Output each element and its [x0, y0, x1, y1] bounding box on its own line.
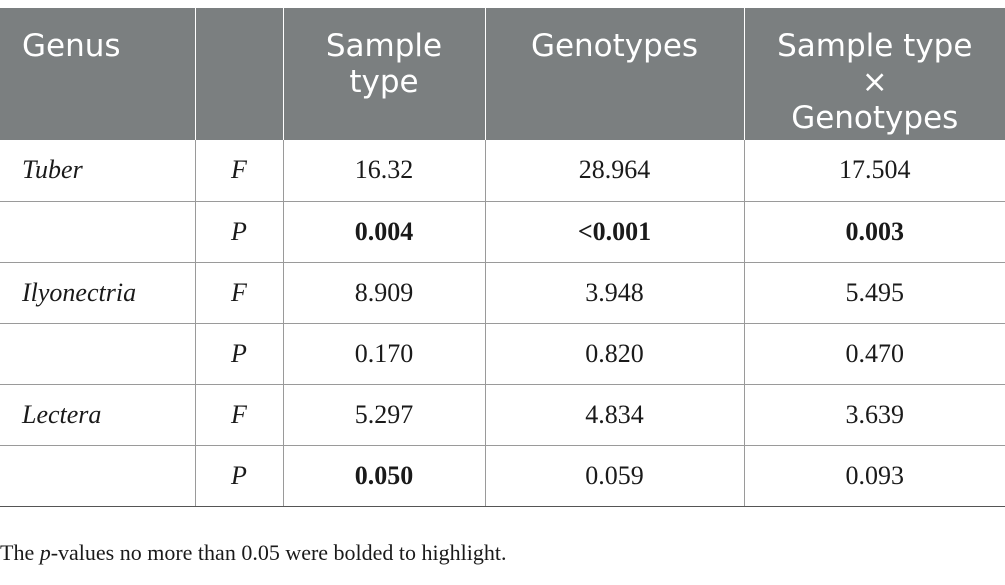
cell-interaction: 0.003: [744, 201, 1005, 263]
header-genus: Genus: [0, 8, 196, 140]
cell-genus: [0, 445, 196, 507]
cell-sample-type: 5.297: [283, 384, 486, 446]
header-stat: [195, 8, 284, 140]
cell-genotypes: 0.820: [485, 323, 745, 385]
table-body: Tuber F 16.32 28.964 17.504 P 0.004 <0.0…: [0, 140, 1005, 507]
header-sample-type: Sample type: [283, 8, 486, 140]
cell-interaction: 3.639: [744, 384, 1005, 446]
cell-sample-type: 8.909: [283, 262, 486, 324]
cell-interaction: 17.504: [744, 140, 1005, 202]
cell-genotypes: 4.834: [485, 384, 745, 446]
cell-interaction: 0.470: [744, 323, 1005, 385]
header-interaction-line-2: ×: [861, 64, 888, 100]
cell-stat: P: [195, 445, 284, 507]
cell-genus: [0, 201, 196, 263]
table-row: Ilyonectria F 8.909 3.948 5.495: [0, 262, 1005, 324]
table-footnote: The p-values no more than 0.05 were bold…: [0, 540, 507, 566]
table-row: Lectera F 5.297 4.834 3.639: [0, 384, 1005, 446]
footnote-italic-p: p: [39, 540, 51, 565]
cell-stat: F: [195, 262, 284, 324]
cell-genus: Ilyonectria: [0, 262, 196, 324]
cell-interaction: 0.093: [744, 445, 1005, 507]
cell-sample-type: 0.170: [283, 323, 486, 385]
cell-genotypes: 3.948: [485, 262, 745, 324]
header-row: Genus Sample type Genotypes Sample type …: [0, 8, 1005, 140]
cell-stat: P: [195, 201, 284, 263]
cell-genus: Tuber: [0, 140, 196, 202]
cell-genus: [0, 323, 196, 385]
cell-sample-type: 0.050: [283, 445, 486, 507]
cell-sample-type: 16.32: [283, 140, 486, 202]
footnote-prefix: The: [0, 540, 40, 565]
cell-stat: F: [195, 384, 284, 446]
table-row: P 0.170 0.820 0.470: [0, 323, 1005, 385]
table-row: Tuber F 16.32 28.964 17.504: [0, 140, 1005, 202]
table-row: P 0.004 <0.001 0.003: [0, 201, 1005, 263]
cell-genotypes: 28.964: [485, 140, 745, 202]
cell-stat: P: [195, 323, 284, 385]
cell-genotypes: 0.059: [485, 445, 745, 507]
cell-genus: Lectera: [0, 384, 196, 446]
anova-table: Genus Sample type Genotypes Sample type …: [0, 8, 1005, 507]
table-row: P 0.050 0.059 0.093: [0, 445, 1005, 507]
cell-sample-type: 0.004: [283, 201, 486, 263]
table-header: Genus Sample type Genotypes Sample type …: [0, 8, 1005, 140]
header-interaction-line-3: Genotypes: [791, 100, 959, 136]
cell-genotypes: <0.001: [485, 201, 745, 263]
footnote-suffix: -values no more than 0.05 were bolded to…: [50, 540, 507, 565]
header-genotypes: Genotypes: [485, 8, 745, 140]
cell-stat: F: [195, 140, 284, 202]
header-interaction: Sample type × Genotypes: [744, 8, 1005, 140]
cell-interaction: 5.495: [744, 262, 1005, 324]
header-interaction-line-1: Sample type: [777, 28, 973, 64]
